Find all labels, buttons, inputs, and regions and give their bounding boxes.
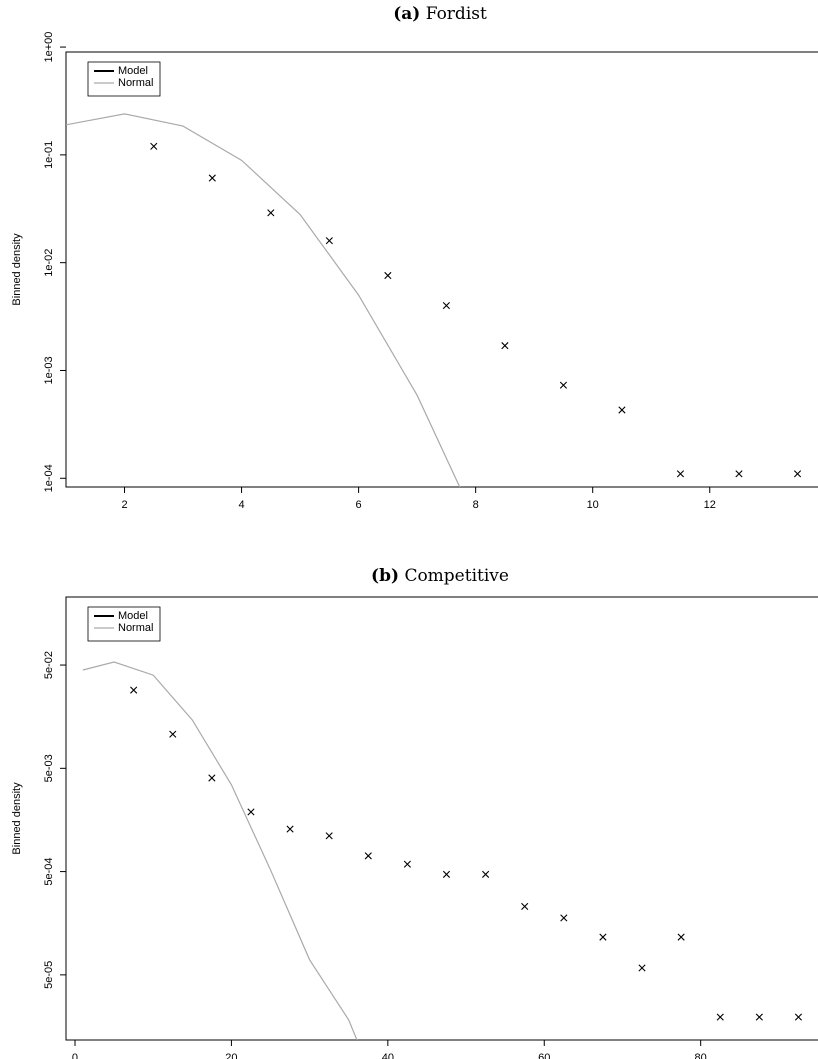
title-text: Fordist bbox=[426, 4, 487, 24]
panel-title: (b) Competitive bbox=[371, 566, 509, 586]
point bbox=[150, 142, 158, 150]
point bbox=[442, 301, 450, 310]
y-axis-label: Binned density bbox=[11, 233, 23, 306]
point bbox=[286, 825, 294, 833]
plot-box bbox=[65, 51, 818, 488]
y-tick-label: 1e-04 bbox=[43, 464, 55, 492]
point bbox=[364, 852, 372, 860]
y-tick-label: 1e-03 bbox=[43, 356, 55, 384]
normal-line bbox=[66, 113, 461, 487]
point bbox=[325, 237, 333, 245]
legend-label: Model bbox=[118, 65, 148, 77]
y-tick-label: 1e-01 bbox=[43, 141, 55, 169]
title-text: Competitive bbox=[404, 566, 509, 586]
plot-box bbox=[65, 596, 818, 1041]
panel-label: (b) bbox=[371, 566, 399, 586]
point bbox=[442, 870, 451, 878]
x-tick-label: 2 bbox=[121, 499, 127, 511]
x-tick-label: 10 bbox=[587, 499, 599, 511]
x-tick-label: 60 bbox=[538, 1052, 550, 1059]
point bbox=[521, 902, 529, 911]
x-tick-label: 80 bbox=[695, 1052, 707, 1059]
point bbox=[208, 774, 216, 782]
y-tick-label: 1e-02 bbox=[43, 249, 55, 277]
x-tick-label: 6 bbox=[356, 499, 362, 511]
point bbox=[267, 209, 275, 217]
point bbox=[384, 271, 392, 280]
x-tick-label: 4 bbox=[239, 499, 245, 511]
x-tick-label: 40 bbox=[382, 1052, 394, 1059]
point bbox=[755, 1013, 763, 1021]
legend-box bbox=[87, 61, 161, 97]
point bbox=[325, 832, 333, 840]
point bbox=[208, 174, 216, 182]
x-tick-label: 20 bbox=[225, 1052, 237, 1059]
point bbox=[559, 381, 568, 389]
point bbox=[599, 933, 607, 941]
y-tick-label: 5e-04 bbox=[43, 858, 55, 886]
point bbox=[794, 1013, 803, 1021]
y-tick-label: 5e-02 bbox=[43, 651, 55, 679]
y-axis-label: Binned density bbox=[11, 782, 23, 855]
legend-box bbox=[87, 606, 161, 642]
panel-label: (a) bbox=[393, 4, 420, 24]
point bbox=[482, 870, 490, 878]
plot-area bbox=[82, 611, 803, 1040]
plot-area bbox=[66, 66, 802, 487]
point bbox=[247, 808, 255, 816]
point bbox=[501, 342, 509, 350]
point bbox=[130, 686, 138, 694]
point bbox=[169, 730, 177, 738]
normal-line bbox=[82, 661, 358, 1040]
point bbox=[676, 470, 685, 478]
y-tick-label: 1e+00 bbox=[43, 32, 55, 63]
x-tick-label: 12 bbox=[704, 499, 716, 511]
point bbox=[793, 470, 802, 478]
point bbox=[735, 470, 743, 478]
point bbox=[638, 964, 646, 972]
point bbox=[560, 914, 568, 922]
y-tick-label: 5e-05 bbox=[43, 961, 55, 989]
point bbox=[618, 406, 626, 414]
point bbox=[403, 860, 411, 868]
x-tick-label: 0 bbox=[72, 1052, 78, 1059]
legend-label: Normal bbox=[118, 77, 153, 89]
x-tick-label: 8 bbox=[473, 499, 479, 511]
legend-label: Normal bbox=[118, 622, 153, 634]
point bbox=[716, 1013, 724, 1021]
point bbox=[677, 933, 685, 941]
legend-label: Model bbox=[118, 610, 148, 622]
panel-title: (a) Fordist bbox=[393, 4, 487, 24]
y-tick-label: 5e-03 bbox=[43, 754, 55, 782]
